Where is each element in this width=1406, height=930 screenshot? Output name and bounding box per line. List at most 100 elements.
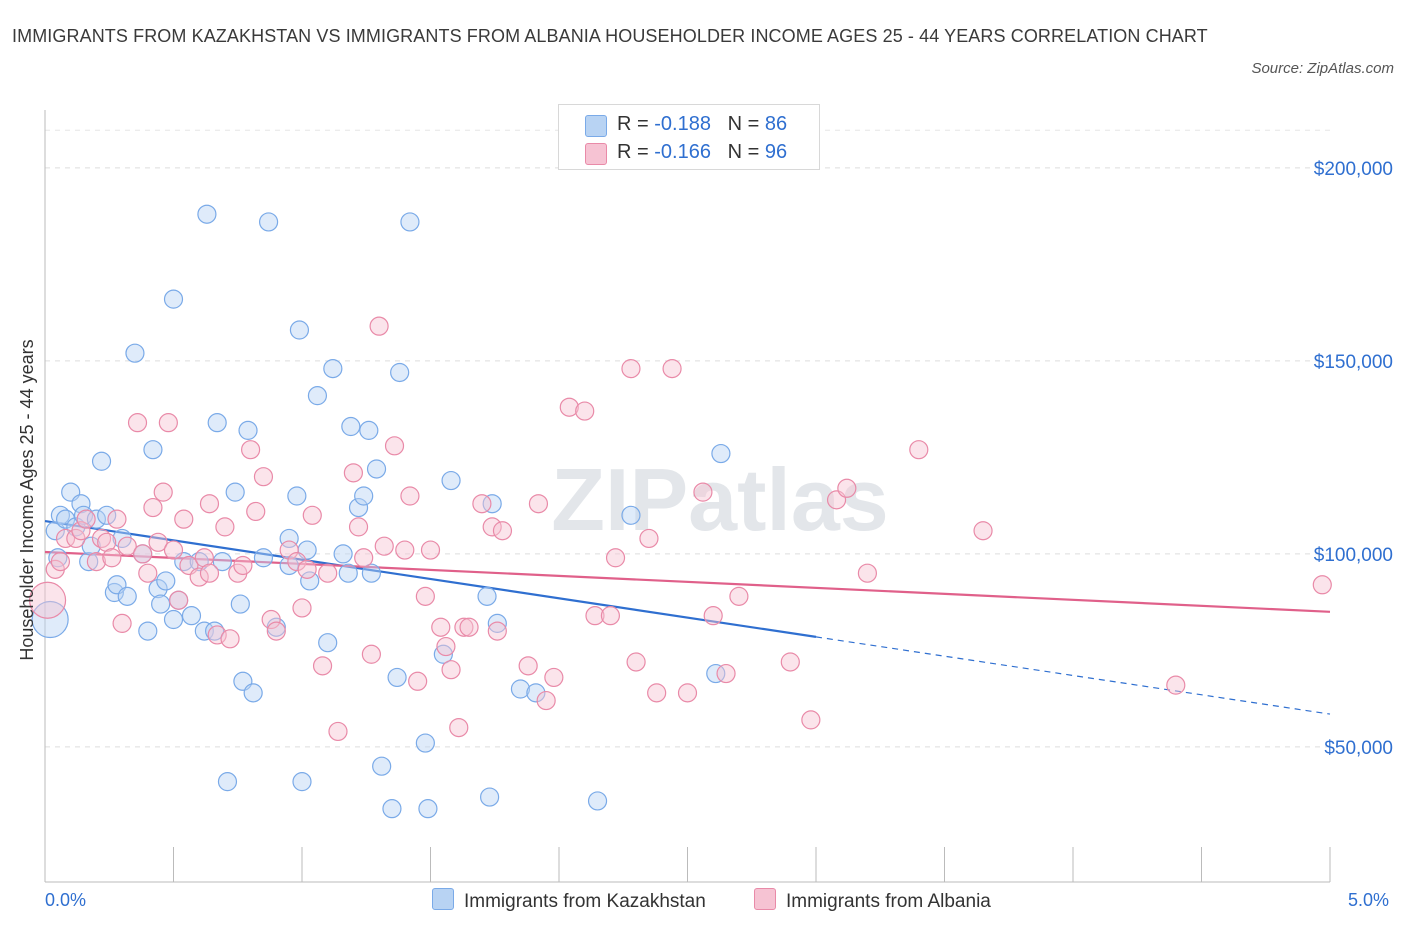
data-point-albania (454, 617, 474, 637)
data-point-albania (133, 544, 153, 564)
data-point-kazakhstan (359, 420, 379, 440)
data-point-albania (518, 656, 538, 676)
data-point-albania (449, 717, 469, 738)
data-point-kazakhstan (621, 505, 641, 525)
data-point-kazakhstan (318, 633, 338, 653)
data-point-kazakhstan (55, 509, 76, 529)
data-point-kazakhstan (292, 772, 312, 792)
data-point-albania (482, 517, 502, 537)
data-point-albania (647, 683, 667, 703)
data-point-kazakhstan (487, 613, 507, 633)
trend-line-0 (44, 520, 817, 638)
data-point-albania (28, 581, 67, 619)
data-point-albania (400, 486, 420, 506)
data-point-kazakhstan (323, 359, 343, 379)
bottom-legend-label-albania: Immigrants from Albania (786, 891, 991, 912)
data-point-albania (431, 617, 451, 637)
data-point-kazakhstan (197, 204, 217, 224)
data-point-albania (693, 482, 713, 502)
data-point-albania (544, 667, 564, 688)
data-point-kazakhstan (477, 586, 497, 606)
data-point-albania (384, 436, 405, 456)
data-point-kazakhstan (225, 482, 245, 502)
source-label: Source: ZipAtlas.com (1251, 60, 1394, 77)
data-point-albania (703, 606, 723, 626)
y-tick-label: $100,000 (1314, 545, 1393, 566)
data-point-albania (436, 636, 456, 657)
data-point-kazakhstan (79, 552, 99, 572)
data-point-kazakhstan (526, 683, 546, 703)
legend-swatch-albania (585, 143, 607, 165)
data-point-kazakhstan (366, 459, 387, 479)
data-point-albania (343, 463, 363, 483)
data-point-kazakhstan (289, 320, 310, 340)
data-point-albania (857, 563, 878, 583)
trend-lines (44, 520, 1331, 715)
data-point-albania (585, 606, 605, 626)
data-point-kazakhstan (163, 609, 184, 630)
data-point-albania (241, 440, 261, 460)
data-point-kazakhstan (163, 289, 184, 309)
data-point-kazakhstan (138, 621, 158, 641)
data-point-albania (279, 540, 299, 560)
legend-n-value: 86 (764, 113, 788, 135)
data-point-albania (127, 413, 148, 433)
legend-n-label: N = (727, 113, 760, 135)
data-point-albania (215, 517, 235, 537)
data-point-kazakhstan (706, 663, 726, 684)
data-point-albania (86, 552, 107, 572)
data-point-albania (163, 540, 184, 560)
data-point-albania (472, 494, 492, 514)
data-point-albania (233, 555, 253, 576)
data-point-kazakhstan (50, 505, 71, 525)
data-point-albania (76, 509, 96, 529)
bottom-legend-swatch-albania (754, 888, 776, 910)
data-point-albania (328, 721, 348, 742)
gridlines (45, 129, 1330, 748)
data-point-kazakhstan (81, 536, 101, 556)
data-point-albania (559, 397, 579, 417)
data-point-kazakhstan (279, 528, 299, 549)
data-point-kazakhstan (207, 413, 227, 433)
data-point-albania (253, 467, 274, 487)
data-point-kazakhstan (91, 451, 112, 471)
data-point-kazakhstan (480, 787, 500, 807)
data-point-kazakhstan (382, 799, 402, 819)
data-point-albania (55, 528, 76, 549)
data-point-albania (487, 621, 507, 641)
legend-box: R = -0.188 N = 86 R = -0.166 N = 96 (558, 104, 820, 170)
data-point-albania (199, 494, 220, 514)
data-point-albania (605, 548, 626, 568)
data-point-kazakhstan (587, 791, 608, 811)
data-point-kazakhstan (230, 594, 250, 614)
data-point-albania (287, 552, 307, 572)
data-point-kazakhstan (333, 544, 353, 564)
axes (44, 110, 1331, 883)
data-point-albania (677, 683, 698, 703)
legend-r-value: -0.166 (654, 141, 711, 163)
data-point-albania (1312, 575, 1332, 595)
data-point-kazakhstan (71, 494, 91, 514)
data-point-albania (102, 548, 122, 568)
bottom-legend-albania: Immigrants from Albania (754, 888, 991, 913)
data-point-albania (837, 478, 857, 498)
data-point-kazakhstan (143, 440, 163, 460)
data-point-kazakhstan (253, 548, 274, 568)
data-point-kazakhstan (86, 509, 107, 529)
data-point-albania (266, 621, 286, 641)
data-point-kazakhstan (400, 212, 420, 232)
data-point-albania (50, 552, 71, 572)
data-point-albania (780, 652, 800, 672)
legend-swatch-kazakhstan (585, 115, 607, 137)
data-point-albania (639, 528, 659, 549)
data-point-albania (220, 629, 240, 649)
data-point-kazakhstan (433, 644, 453, 664)
data-point-albania (729, 586, 749, 606)
data-point-albania (91, 528, 112, 549)
data-point-kazakhstan (148, 579, 168, 599)
legend-n-label: N = (727, 141, 760, 163)
data-point-albania (169, 590, 189, 610)
data-point-albania (189, 567, 209, 587)
data-point-kazakhstan (387, 667, 407, 688)
data-point-kazakhstan (441, 470, 461, 491)
